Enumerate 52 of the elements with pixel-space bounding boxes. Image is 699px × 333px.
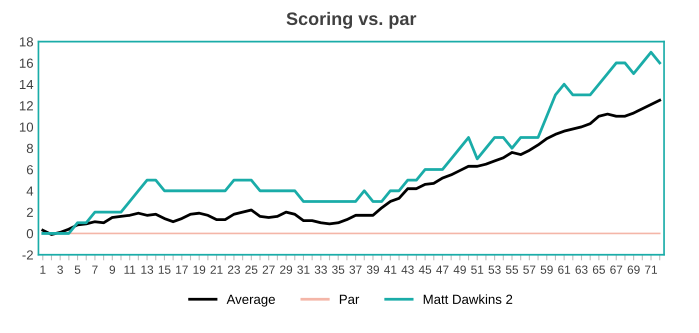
chart-title: Scoring vs. par xyxy=(286,12,416,29)
x-tick-label: 21 xyxy=(210,265,223,274)
x-tick-label: 49 xyxy=(454,265,466,274)
x-tick-label: 47 xyxy=(436,266,448,274)
y-tick-label: 14 xyxy=(20,80,34,90)
x-tick-label: 23 xyxy=(228,265,240,274)
x-tick-label: 3 xyxy=(57,265,63,274)
x-tick-label: 37 xyxy=(349,265,362,274)
x-tick-label: 41 xyxy=(384,266,396,274)
x-tick-label: 25 xyxy=(245,265,258,274)
y-tick-label: 16 xyxy=(20,58,34,68)
x-tick-label: 55 xyxy=(506,266,518,274)
x-tick-label: 65 xyxy=(592,265,605,274)
x-tick-label: 13 xyxy=(141,265,154,274)
x-tick-label: 71 xyxy=(645,266,658,274)
legend-label: Matt Dawkins 2 xyxy=(424,294,512,304)
x-tick-label: 29 xyxy=(280,265,292,274)
y-tick-label: -2 xyxy=(22,250,33,260)
x-tick-label: 43 xyxy=(401,265,414,274)
x-tick-label: 35 xyxy=(332,265,344,274)
x-tick-label: 67 xyxy=(610,265,622,274)
x-tick-label: 19 xyxy=(194,265,206,274)
x-tick-label: 33 xyxy=(314,265,327,274)
y-tick-label: 2 xyxy=(26,208,33,217)
x-tick-label: 27 xyxy=(262,265,275,274)
x-tick-label: 59 xyxy=(540,265,553,274)
x-tick-label: 53 xyxy=(488,265,501,274)
line-series xyxy=(41,98,662,236)
x-tick-label: 57 xyxy=(523,266,536,274)
y-tick-label: 8 xyxy=(26,144,34,154)
y-tick-label: 10 xyxy=(20,122,34,132)
x-tick-label: 17 xyxy=(176,266,188,274)
y-tick-label: 0 xyxy=(26,229,34,238)
x-tick-label: 61 xyxy=(558,265,570,274)
x-tick-label: 63 xyxy=(576,265,588,274)
x-tick-label: 39 xyxy=(366,265,379,274)
x-tick-label: 9 xyxy=(110,265,116,274)
x-tick-label: 31 xyxy=(297,265,310,274)
y-tick-label: 4 xyxy=(26,186,34,196)
legend-label: Average xyxy=(226,294,275,307)
y-tick-label: 12 xyxy=(20,101,33,110)
x-tick-label: 69 xyxy=(628,265,640,274)
x-tick-label: 11 xyxy=(124,266,136,274)
y-tick-label: 18 xyxy=(20,37,34,47)
x-tick-label: 5 xyxy=(74,266,80,274)
x-tick-label: 15 xyxy=(158,266,171,274)
x-tick-label: 1 xyxy=(40,266,46,274)
x-tick-label: 51 xyxy=(471,266,484,274)
x-tick-label: 45 xyxy=(418,266,432,274)
legend-label: Par xyxy=(340,294,360,304)
x-tick-label: 7 xyxy=(92,266,98,274)
y-tick-label: 6 xyxy=(26,165,34,174)
